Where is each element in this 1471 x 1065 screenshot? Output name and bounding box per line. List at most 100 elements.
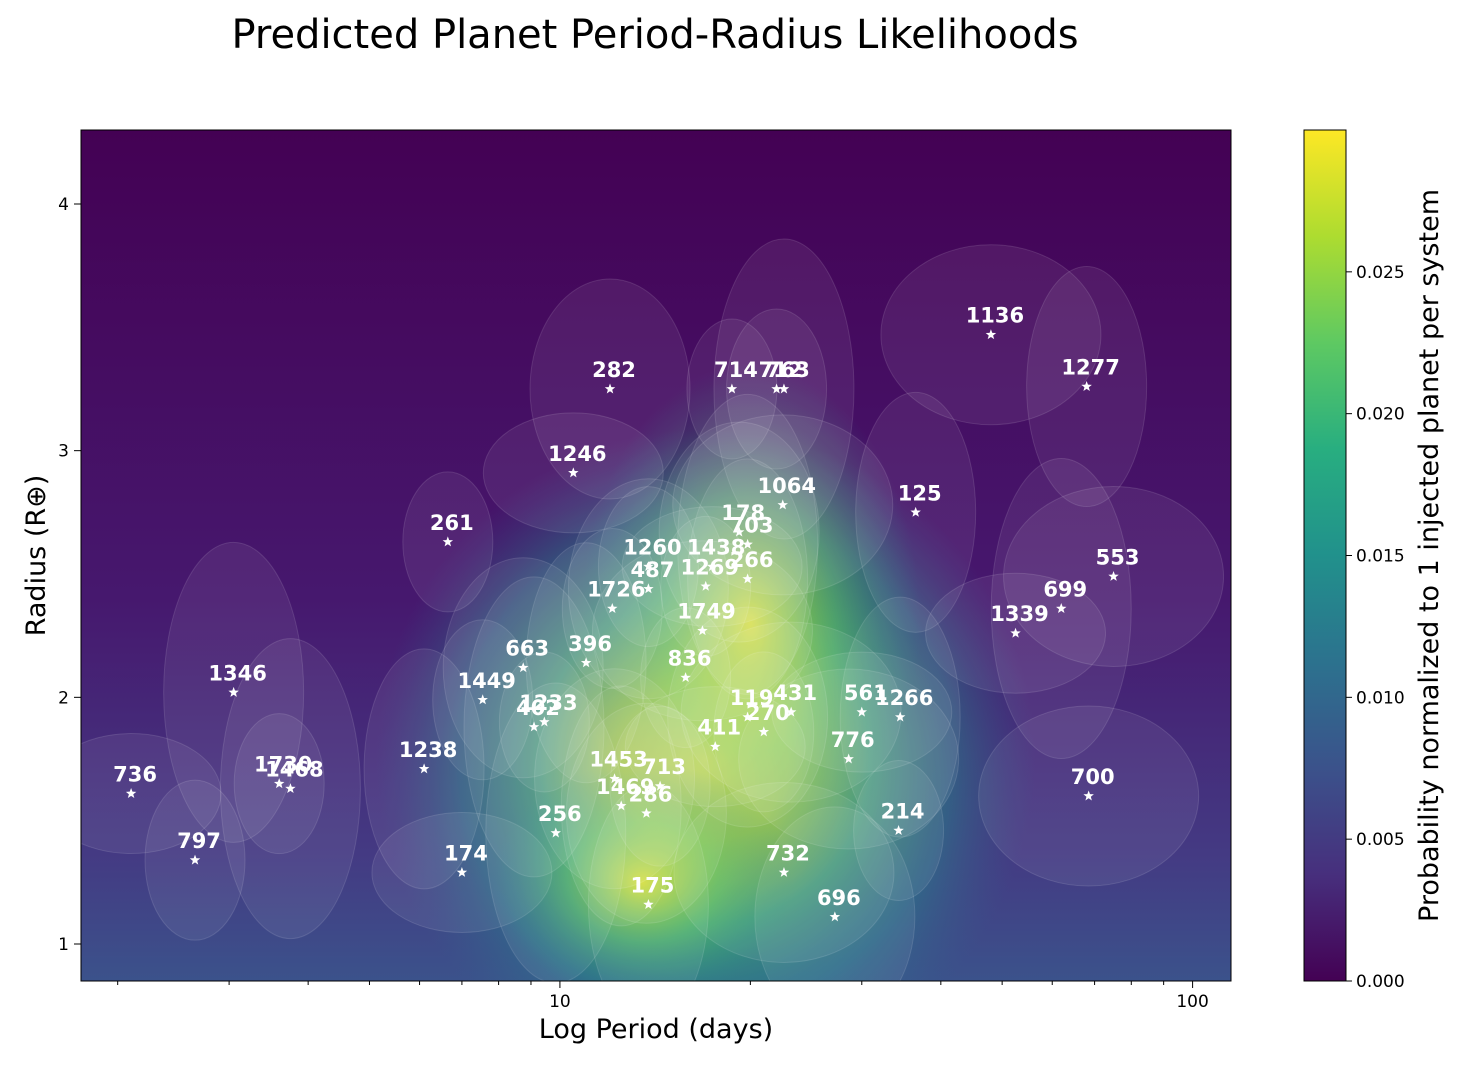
star-label: 732 bbox=[766, 841, 810, 865]
star-label: 1238 bbox=[399, 738, 457, 762]
star-label: 1449 bbox=[457, 669, 515, 693]
star-marker bbox=[418, 763, 430, 774]
star-marker bbox=[778, 866, 790, 877]
star-label: 776 bbox=[831, 728, 875, 752]
star-label: 411 bbox=[697, 716, 741, 740]
star-marker bbox=[125, 788, 137, 798]
y-tick-label: 4 bbox=[58, 195, 69, 215]
star-marker bbox=[517, 662, 529, 673]
star-marker bbox=[609, 773, 620, 784]
star-label: 125 bbox=[898, 481, 942, 505]
star-label: 836 bbox=[668, 647, 712, 671]
star-marker bbox=[778, 383, 790, 394]
star-label: 663 bbox=[505, 637, 549, 661]
star-marker bbox=[1081, 381, 1092, 391]
star-marker bbox=[550, 827, 561, 838]
star-marker bbox=[910, 506, 921, 517]
star-label: 1064 bbox=[758, 474, 816, 498]
star-label: 1277 bbox=[1061, 356, 1119, 380]
star-label: 174 bbox=[444, 841, 488, 865]
star-label: 119 bbox=[730, 686, 774, 710]
star-marker bbox=[726, 383, 738, 394]
star-marker bbox=[742, 573, 753, 584]
star-marker bbox=[1010, 627, 1021, 638]
star-label: 1136 bbox=[966, 304, 1024, 328]
colorbar-tick-label: 0.025 bbox=[1356, 263, 1405, 283]
star-marker bbox=[706, 561, 718, 572]
star-label: 178 bbox=[721, 501, 765, 525]
star-marker bbox=[568, 467, 579, 478]
star-marker bbox=[539, 716, 550, 727]
y-tick-label: 3 bbox=[58, 442, 69, 462]
star-marker bbox=[856, 706, 868, 717]
colorbar-tick-label: 0.000 bbox=[1356, 972, 1405, 992]
star-marker bbox=[641, 807, 652, 818]
likelihood-ellipse bbox=[587, 784, 709, 981]
star-marker bbox=[654, 780, 666, 791]
star-marker bbox=[643, 561, 654, 572]
star-label: 797 bbox=[177, 829, 221, 853]
star-marker bbox=[607, 603, 618, 613]
star-label: 700 bbox=[1071, 765, 1115, 789]
star-label: 402 bbox=[516, 696, 560, 720]
star-marker bbox=[442, 536, 454, 547]
star-label: 696 bbox=[817, 886, 861, 910]
star-marker bbox=[785, 706, 797, 717]
star-label: 1730 bbox=[254, 753, 312, 777]
star-marker bbox=[189, 854, 201, 865]
y-tick-label: 2 bbox=[58, 688, 69, 708]
star-marker bbox=[273, 778, 285, 789]
star-marker bbox=[771, 383, 782, 394]
star-label: 1469 bbox=[596, 775, 654, 799]
colorbar-tick-label: 0.020 bbox=[1356, 405, 1405, 425]
plot-frame bbox=[80, 129, 1232, 982]
star-marker bbox=[894, 711, 906, 722]
star-label: 1339 bbox=[990, 602, 1048, 626]
star-label: 487 bbox=[630, 558, 674, 582]
star-marker bbox=[742, 711, 753, 722]
colorbar-tick-label: 0.010 bbox=[1356, 688, 1405, 708]
star-marker bbox=[228, 686, 239, 697]
star-label: 713 bbox=[642, 755, 686, 779]
star-label: 1266 bbox=[875, 686, 933, 710]
star-label: 256 bbox=[538, 802, 582, 826]
star-label: 561 bbox=[844, 681, 888, 705]
star-label: 266 bbox=[730, 548, 774, 572]
x-tick-label: 100 bbox=[1176, 992, 1208, 1012]
star-label: 736 bbox=[113, 763, 157, 787]
star-label: 1260 bbox=[623, 536, 681, 560]
chart-title: Predicted Planet Period-Radius Likelihoo… bbox=[231, 12, 1079, 58]
colorbar-tick-label: 0.005 bbox=[1356, 830, 1405, 850]
star-marker bbox=[580, 657, 592, 668]
likelihood-ellipse bbox=[754, 806, 916, 981]
star-marker bbox=[777, 499, 788, 510]
star-label: 396 bbox=[568, 632, 612, 656]
star-marker bbox=[985, 329, 997, 340]
star-marker bbox=[643, 899, 654, 909]
likelihood-ellipse bbox=[81, 733, 222, 855]
colorbar bbox=[1303, 129, 1347, 982]
star-marker bbox=[643, 583, 654, 594]
y-tick-label: 1 bbox=[58, 935, 69, 955]
star-label: 1749 bbox=[677, 600, 735, 624]
star-marker bbox=[680, 672, 691, 683]
colorbar-label: Probability normalized to 1 injected pla… bbox=[1414, 189, 1445, 922]
star-label: 1468 bbox=[265, 758, 323, 782]
star-label: 1246 bbox=[548, 442, 606, 466]
star-label: 286 bbox=[628, 782, 672, 806]
star-marker bbox=[843, 753, 854, 764]
star-marker bbox=[1108, 570, 1119, 581]
colorbar-tick-label: 0.015 bbox=[1356, 547, 1405, 567]
x-axis-label: Log Period (days) bbox=[539, 1014, 773, 1045]
star-label: 1269 bbox=[680, 555, 738, 579]
star-label: 270 bbox=[746, 701, 790, 725]
star-label: 1346 bbox=[208, 661, 266, 685]
y-axis-label: Radius (R⊕) bbox=[21, 475, 52, 637]
star-label: 214 bbox=[881, 800, 925, 824]
heatmap-hotspot bbox=[492, 762, 793, 981]
star-marker bbox=[697, 625, 708, 636]
star-marker bbox=[604, 383, 616, 394]
star-marker bbox=[285, 783, 296, 794]
star-label: 1726 bbox=[587, 578, 645, 602]
